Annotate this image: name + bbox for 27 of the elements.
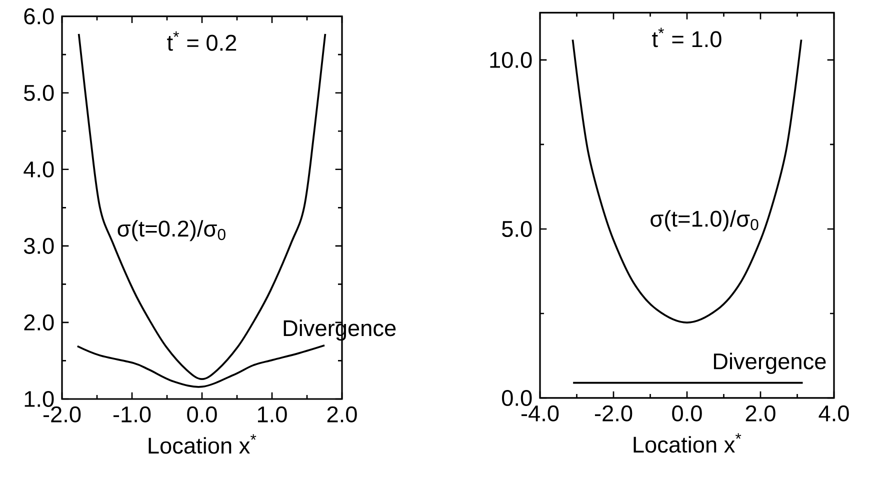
series-label: σ(t=1.0)/σ$_{0}$ (650, 210, 758, 232)
y-tick-label: 10.0 (490, 52, 532, 68)
text: t$^{*}$ = 1.0 (652, 28, 722, 48)
y-tick-label: 1.0 (24, 390, 54, 408)
x-tick-label: 0.0 (187, 406, 217, 422)
y-tick-label: 0.0 (502, 390, 532, 406)
x-tick-label: 0.0 (672, 405, 702, 422)
y-tick-label: 6.0 (24, 8, 54, 24)
y-tick-label: 5.0 (502, 220, 532, 238)
line-series (76, 344, 326, 388)
y-tick-label: 5.0 (24, 84, 54, 101)
x-tick-label: -1.0 (113, 406, 151, 422)
legend-label: σ(t=0.2)/σ$_{0}$ (118, 220, 226, 242)
x-tick-label: 2.0 (327, 406, 357, 422)
x-axis-title: Location x$^{*}$ (634, 433, 742, 453)
series-label: Divergence (714, 352, 826, 374)
text: t$^{*}$ = 0.2 (167, 31, 236, 51)
x-tick-label: 4.0 (818, 405, 849, 422)
x-tick-label: -2.0 (43, 406, 81, 422)
x-tick-label: -4.0 (521, 405, 559, 422)
y-tick-label: 3.0 (24, 238, 54, 254)
y-tick-label: 4.0 (24, 161, 54, 178)
x-tick-label: 1.0 (258, 406, 287, 422)
x-tick-label: -2.0 (594, 405, 632, 422)
x-axis-title: Location x$^{*}$ (148, 434, 256, 454)
x-tick-label: 2.0 (746, 405, 776, 422)
y-tick-label: 2.0 (24, 314, 54, 330)
